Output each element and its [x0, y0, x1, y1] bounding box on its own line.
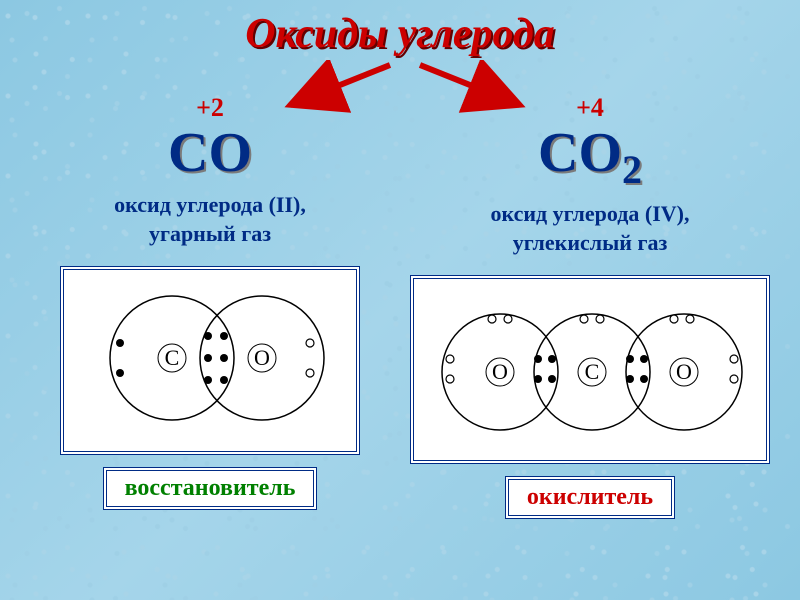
subtitle-right-line2: углекислый газ: [513, 230, 668, 255]
svg-text:O: O: [676, 359, 692, 384]
svg-text:C: C: [585, 359, 600, 384]
formula-co2: CO2: [400, 125, 780, 190]
formula-co: CO: [20, 125, 400, 181]
left-column: +2 CO оксид углерода (II), угарный газ C…: [20, 93, 400, 519]
subtitle-left: оксид углерода (II), угарный газ: [20, 191, 400, 248]
diagram-box-co2: OCO: [410, 275, 770, 464]
svg-text:C: C: [165, 345, 180, 370]
page-title: Оксиды углерода: [0, 0, 800, 58]
role-oxidizer: окислитель: [505, 476, 675, 519]
content-wrapper: Оксиды углерода +2 CO оксид углерода (II…: [0, 0, 800, 600]
subtitle-left-line2: угарный газ: [149, 221, 271, 246]
role-reducer: восстановитель: [103, 467, 318, 510]
svg-text:O: O: [254, 345, 270, 370]
diagram-box-co: CO: [60, 266, 360, 455]
lewis-diagram-co2: OCO: [422, 287, 762, 447]
branch-arrows: [220, 60, 580, 120]
lewis-diagram-co: CO: [72, 278, 352, 438]
columns: +2 CO оксид углерода (II), угарный газ C…: [0, 93, 800, 519]
svg-text:O: O: [492, 359, 508, 384]
subtitle-right-line1: оксид углерода (IV),: [490, 201, 689, 226]
right-column: +4 CO2 оксид углерода (IV), углекислый г…: [400, 93, 780, 519]
formula-co2-main: CO: [538, 122, 622, 184]
formula-co2-sub: 2: [622, 147, 642, 192]
subtitle-right: оксид углерода (IV), углекислый газ: [400, 200, 780, 257]
subtitle-left-line1: оксид углерода (II),: [114, 192, 306, 217]
